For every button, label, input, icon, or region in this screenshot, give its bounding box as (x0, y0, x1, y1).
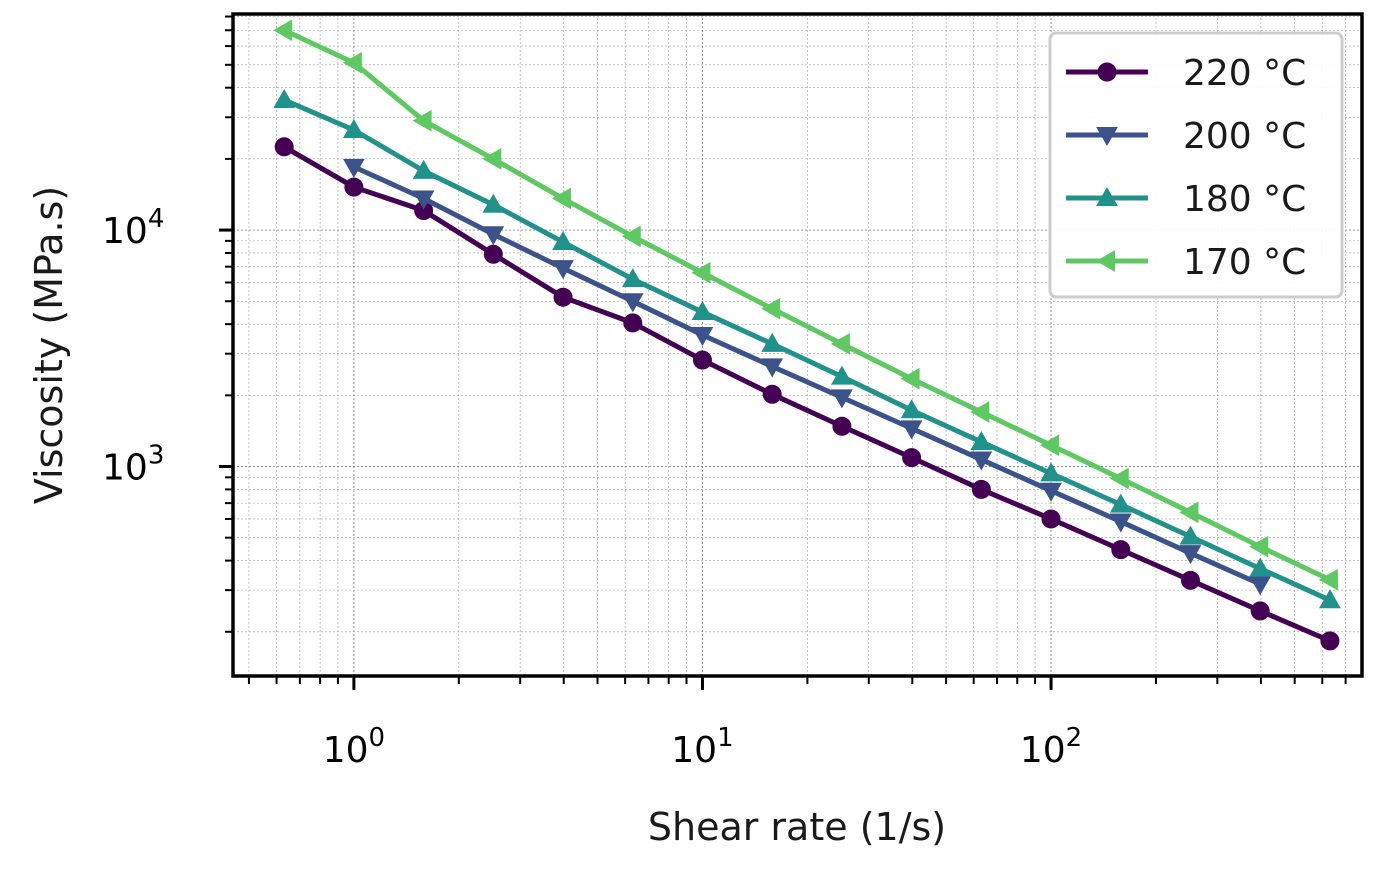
data-point (1319, 589, 1341, 609)
x-tick-label: 100 (323, 723, 385, 771)
legend-item: 200 °C (1066, 116, 1306, 157)
data-point (621, 225, 641, 248)
y-axis-label: Viscosity (MPa.s) (27, 186, 71, 504)
data-point (621, 268, 644, 288)
data-point (1179, 525, 1202, 545)
legend-item: 170 °C (1066, 242, 1306, 283)
series-1 (343, 158, 1272, 596)
data-point (552, 231, 574, 251)
y-tick-label: 103 (102, 441, 164, 489)
data-point (1179, 501, 1199, 524)
data-point (482, 226, 505, 246)
data-point (902, 448, 922, 468)
data-point (344, 177, 364, 197)
data-point (691, 326, 714, 346)
legend-marker (1096, 127, 1118, 147)
legend-box (1048, 31, 1344, 299)
data-point (412, 159, 435, 179)
data-point (342, 51, 362, 74)
data-point (1320, 631, 1340, 651)
data-point (831, 389, 853, 409)
data-point (900, 420, 923, 440)
data-point (1040, 482, 1062, 502)
data-point (274, 137, 294, 157)
data-point (761, 332, 784, 352)
data-point (761, 358, 784, 378)
legend-marker (1097, 62, 1117, 82)
legend-item: 180 °C (1066, 179, 1306, 220)
data-point (1179, 545, 1202, 565)
legend-label: 220 °C (1183, 53, 1306, 94)
legend-marker (1096, 186, 1118, 206)
legend: 220 °C 200 °C 180 °C 170 °C (1048, 31, 1344, 299)
y-tick-label: 104 (102, 204, 164, 252)
data-point (692, 350, 712, 370)
data-point (1109, 513, 1132, 533)
data-point (343, 118, 365, 138)
data-point (970, 401, 990, 423)
series-line (283, 27, 1331, 582)
data-point (691, 301, 714, 321)
data-point (1040, 434, 1060, 457)
data-point (1318, 568, 1338, 591)
data-point (970, 451, 993, 471)
series-line (282, 144, 1331, 644)
data-point (552, 187, 572, 210)
legend-label: 180 °C (1183, 179, 1306, 220)
data-point (1041, 509, 1061, 529)
plot-frame (231, 12, 1364, 678)
x-tick-label: 101 (671, 723, 733, 771)
legend-label: 200 °C (1183, 116, 1306, 157)
data-point (1250, 601, 1270, 621)
data-point (623, 313, 643, 333)
axis-labels: Shear rate (1/s) Viscosity (MPa.s) (27, 186, 946, 849)
data-point (1249, 557, 1272, 577)
data-point (970, 430, 993, 450)
series-0 (274, 137, 1340, 651)
data-point (900, 399, 923, 419)
data-point (482, 193, 505, 213)
data-point (1249, 576, 1272, 596)
data-point (832, 416, 852, 436)
data-point (1249, 535, 1269, 558)
data-point (1109, 467, 1129, 490)
data-point (343, 158, 365, 178)
data-point (412, 109, 432, 132)
series-2 (273, 88, 1341, 609)
data-point (412, 190, 435, 210)
data-point (762, 384, 782, 404)
data-point (553, 287, 573, 307)
x-axis-label: Shear rate (1/s) (648, 805, 946, 849)
data-point (1180, 570, 1200, 590)
series-line (283, 97, 1331, 603)
data-point (831, 365, 853, 385)
data-point (1040, 462, 1062, 482)
legend-item: 220 °C (1066, 53, 1306, 94)
data-point (1109, 493, 1132, 513)
data-point (691, 261, 711, 284)
axis-ticks: 100 101 102 103 104 (102, 15, 1347, 771)
data-point (273, 88, 296, 108)
series-3 (273, 19, 1338, 591)
data-point (482, 148, 502, 170)
series-group (273, 19, 1341, 651)
data-point (971, 479, 991, 499)
data-point (552, 260, 574, 280)
x-tick-label: 102 (1020, 723, 1082, 771)
data-point (900, 367, 920, 390)
data-point (761, 297, 781, 320)
series-line (352, 164, 1262, 587)
legend-label: 170 °C (1183, 242, 1306, 283)
legend-marker (1095, 250, 1115, 272)
data-point (273, 19, 293, 42)
data-point (483, 244, 503, 264)
data-point (621, 293, 644, 313)
data-point (1111, 540, 1131, 560)
data-point (830, 333, 850, 355)
